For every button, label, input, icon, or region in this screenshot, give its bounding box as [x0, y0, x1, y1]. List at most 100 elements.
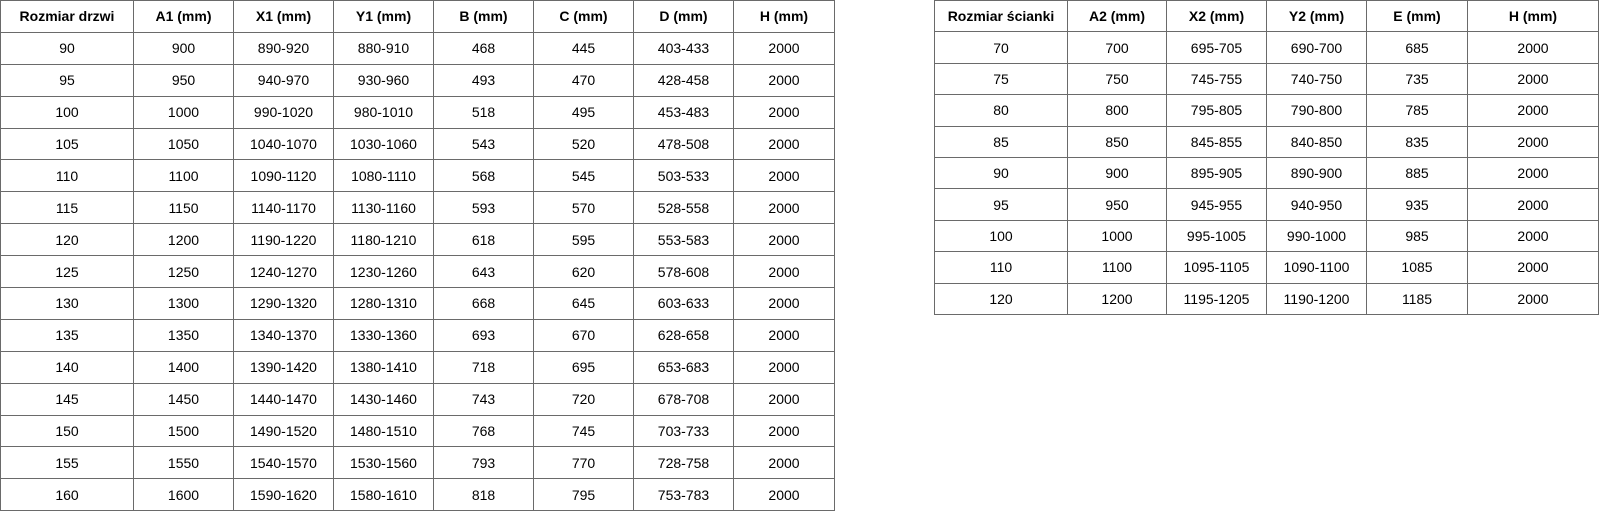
table-cell: 645	[533, 287, 634, 320]
table-row: 100 1000 990-1020 980-1010 518 495 453-483 2000	[0, 95, 835, 129]
table-cell: 950	[133, 63, 234, 97]
table-cell: 718	[433, 350, 534, 384]
table-cell: 1300	[133, 287, 234, 320]
table-cell: 520	[533, 127, 634, 161]
table-cell: 85	[934, 125, 1068, 158]
table-cell: 478-508	[633, 127, 734, 161]
table-cell: 618	[433, 223, 534, 257]
table-cell: 2000	[733, 382, 835, 416]
table-row: 90 900 890-920 880-910 468 445 403-433 2000	[0, 31, 835, 65]
table-cell: 2000	[1467, 188, 1599, 221]
table-cell: 568	[433, 159, 534, 193]
table-cell: 2000	[1467, 219, 1599, 253]
table-cell: 120	[0, 223, 134, 257]
table-cell: 570	[533, 191, 634, 225]
header-row: Rozmiar ścianki A2 (mm) X2 (mm) Y2 (mm) E (m…	[934, 0, 1599, 33]
table-cell: 1350	[133, 318, 234, 352]
table-cell: 768	[433, 414, 534, 448]
table-cell: 795	[533, 478, 634, 512]
table-cell: 2000	[733, 127, 835, 161]
table-cell: 1100	[133, 159, 234, 193]
table-cell: 2000	[1467, 62, 1599, 96]
column-header: A2 (mm)	[1067, 0, 1167, 33]
table-cell: 1095-1105	[1166, 251, 1267, 284]
column-header: B (mm)	[433, 0, 534, 33]
table-cell: 885	[1366, 156, 1468, 190]
table-row: 125 1250 1240-1270 1230-1260 643 620 578-608 20…	[0, 255, 835, 289]
table-cell: 695-705	[1166, 31, 1267, 64]
table-cell: 1490-1520	[233, 414, 334, 448]
table-cell: 2000	[733, 350, 835, 384]
column-header: Y2 (mm)	[1266, 0, 1367, 33]
table-cell: 2000	[1467, 282, 1599, 315]
table-cell: 1600	[133, 478, 234, 512]
table-cell: 895-905	[1166, 156, 1267, 190]
table-cell: 643	[433, 255, 534, 289]
column-header: E (mm)	[1366, 0, 1468, 33]
table-cell: 2000	[1467, 156, 1599, 190]
table-cell: 900	[133, 31, 234, 65]
table-cell: 695	[533, 350, 634, 384]
table-cell: 840-850	[1266, 125, 1367, 158]
table-cell: 1400	[133, 350, 234, 384]
table-row: 85 850 845-855 840-850 835 2000	[934, 125, 1599, 158]
table-cell: 745-755	[1166, 62, 1267, 96]
table-cell: 1290-1320	[233, 287, 334, 320]
table-cell: 125	[0, 255, 134, 289]
table-cell: 553-583	[633, 223, 734, 257]
table-cell: 1540-1570	[233, 446, 334, 480]
table-row: 120 1200 1190-1220 1180-1210 618 595 553-583 20…	[0, 223, 835, 257]
table-cell: 1200	[133, 223, 234, 257]
table-cell: 720	[533, 382, 634, 416]
table-cell: 980-1010	[333, 95, 434, 129]
table-cell: 940-970	[233, 63, 334, 97]
table-cell: 105	[0, 127, 134, 161]
table-row: 95 950 940-970 930-960 493 470 428-458 2000	[0, 63, 835, 97]
table-cell: 470	[533, 63, 634, 97]
table-cell: 1050	[133, 127, 234, 161]
table-cell: 2000	[1467, 94, 1599, 127]
table-row: 100 1000 995-1005 990-1000 985 2000	[934, 219, 1599, 253]
table-cell: 140	[0, 350, 134, 384]
table-cell: 593	[433, 191, 534, 225]
column-header: A1 (mm)	[133, 0, 234, 33]
table-cell: 1550	[133, 446, 234, 480]
table-cell: 1140-1170	[233, 191, 334, 225]
table-cell: 543	[433, 127, 534, 161]
table-cell: 620	[533, 255, 634, 289]
table-cell: 130	[0, 287, 134, 320]
table-cell: 785	[1366, 94, 1468, 127]
table-cell: 740-750	[1266, 62, 1367, 96]
table-cell: 890-920	[233, 31, 334, 65]
table-cell: 693	[433, 318, 534, 352]
table-row: 150 1500 1490-1520 1480-1510 768 745 703-733 20…	[0, 414, 835, 448]
table-cell: 728-758	[633, 446, 734, 480]
column-header: C (mm)	[533, 0, 634, 33]
table-cell: 1090-1100	[1266, 251, 1367, 284]
table-cell: 890-900	[1266, 156, 1367, 190]
table-cell: 818	[433, 478, 534, 512]
table-row: 105 1050 1040-1070 1030-1060 543 520 478-508 20…	[0, 127, 835, 161]
table-cell: 1450	[133, 382, 234, 416]
table-cell: 115	[0, 191, 134, 225]
table-cell: 770	[533, 446, 634, 480]
table-cell: 1150	[133, 191, 234, 225]
table-cell: 753-783	[633, 478, 734, 512]
table-cell: 90	[0, 31, 134, 65]
table-cell: 503-533	[633, 159, 734, 193]
table-cell: 1085	[1366, 251, 1468, 284]
table-cell: 595	[533, 223, 634, 257]
table-cell: 468	[433, 31, 534, 65]
column-header: Rozmiar ścianki	[934, 0, 1068, 33]
table-cell: 1280-1310	[333, 287, 434, 320]
column-header: H (mm)	[1467, 0, 1599, 33]
table-cell: 528-558	[633, 191, 734, 225]
table-cell: 155	[0, 446, 134, 480]
table-cell: 745	[533, 414, 634, 448]
table-row: 140 1400 1390-1420 1380-1410 718 695 653-683 20…	[0, 350, 835, 384]
table-cell: 703-733	[633, 414, 734, 448]
table-cell: 1030-1060	[333, 127, 434, 161]
table-cell: 1430-1460	[333, 382, 434, 416]
table-cell: 935	[1366, 188, 1468, 221]
table-cell: 1590-1620	[233, 478, 334, 512]
